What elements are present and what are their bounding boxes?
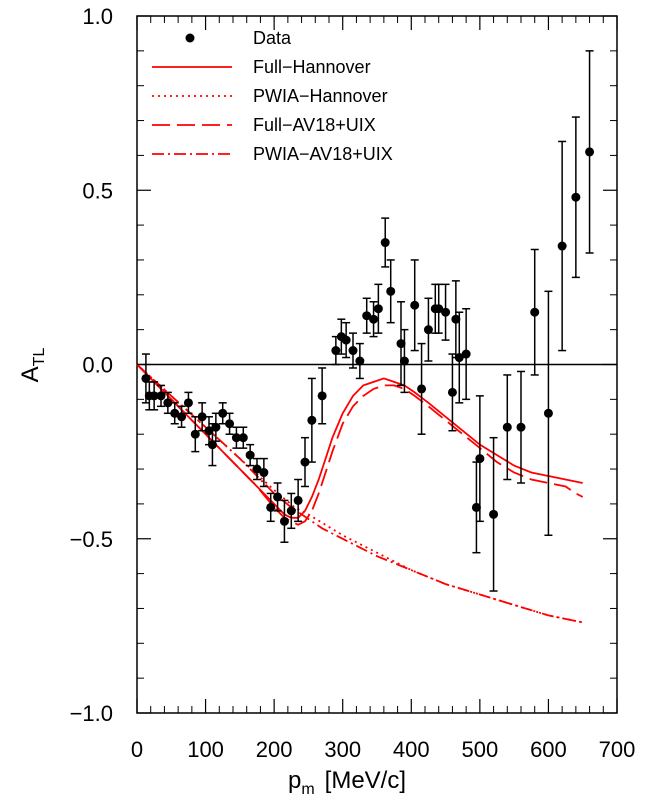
legend-label: PWIA−Hannover — [253, 86, 388, 106]
legend-label: PWIA−AV18+UIX — [253, 144, 393, 164]
x-tick-label: 500 — [461, 737, 498, 762]
legend: Data Full−Hannover PWIA−Hannover Full−AV18+… — [152, 28, 393, 164]
data-point — [399, 356, 409, 366]
x-tick-label: 200 — [256, 737, 293, 762]
data-point — [362, 311, 372, 321]
data-point — [410, 300, 420, 310]
y-axis-subscript: TL — [31, 348, 48, 367]
data-point — [434, 304, 444, 314]
curve-dashdot — [136, 363, 583, 624]
data-point — [341, 335, 351, 345]
svg-text:pm[MeV/c]: pm [MeV/c] — [288, 767, 406, 798]
data-point — [252, 464, 262, 474]
data-point — [571, 192, 581, 202]
data-point — [471, 502, 481, 512]
x-axis-subscript: m — [301, 781, 314, 798]
y-axis-title: ATL — [17, 348, 48, 383]
x-tick-label: 300 — [324, 737, 361, 762]
legend-marker — [185, 33, 195, 43]
curve-dashed — [136, 363, 584, 526]
model-curves — [136, 363, 584, 624]
x-tick-label: 700 — [599, 737, 636, 762]
data-point — [231, 433, 241, 443]
data-point — [245, 450, 255, 460]
data-point — [317, 391, 327, 401]
data-point — [156, 391, 166, 401]
data-point — [300, 457, 310, 467]
x-tick-label: 600 — [530, 737, 567, 762]
data-point — [273, 492, 283, 502]
data-point — [441, 307, 451, 317]
data-point — [543, 408, 553, 418]
data-point — [218, 408, 228, 418]
data-point — [307, 415, 317, 425]
data-point — [279, 516, 289, 526]
x-axis-symbol: p — [288, 767, 301, 794]
legend-label: Full−Hannover — [253, 57, 371, 77]
data-point — [238, 433, 248, 443]
data-point — [207, 440, 217, 450]
data-point — [373, 304, 383, 314]
y-tick-label: 1.0 — [82, 4, 113, 29]
data-point — [386, 286, 396, 296]
y-tick-label: 0.5 — [82, 178, 113, 203]
data-point — [183, 398, 193, 408]
data-point — [502, 422, 512, 432]
data-point — [348, 346, 358, 356]
data-point — [197, 412, 207, 422]
data-point — [293, 495, 303, 505]
svg-text:ATL: ATL — [17, 348, 48, 383]
axis-ticks: 0 100 200 300 400 500 600 700 −1.0 −0.5 0.0 0.5 1.0 — [70, 4, 636, 762]
data-point — [454, 353, 464, 363]
y-tick-label: −0.5 — [70, 527, 113, 552]
data-point — [331, 346, 341, 356]
legend-label: Data — [253, 28, 292, 48]
data-point — [475, 454, 485, 464]
x-axis-title: pm [MeV/c] — [288, 767, 406, 798]
x-tick-label: 100 — [187, 737, 224, 762]
y-axis-symbol: A — [17, 366, 44, 382]
data-point — [423, 325, 433, 335]
data-point — [266, 502, 276, 512]
data-point — [451, 314, 461, 324]
data-point — [190, 429, 200, 439]
data-point — [286, 506, 296, 516]
x-tick-label: 0 — [131, 737, 143, 762]
data-point — [211, 422, 221, 432]
data-point — [489, 509, 499, 519]
data-point — [396, 339, 406, 349]
legend-label: Full−AV18+UIX — [253, 115, 376, 135]
data-point — [369, 314, 379, 324]
x-axis-unit: [MeV/c] — [325, 767, 406, 794]
curve-solid — [136, 363, 583, 519]
y-tick-label: 0.0 — [82, 353, 113, 378]
data-points — [141, 50, 595, 592]
data-point — [380, 238, 390, 248]
y-tick-label: −1.0 — [70, 701, 113, 726]
data-point — [170, 408, 180, 418]
data-point — [259, 468, 269, 478]
data-point — [417, 384, 427, 394]
data-point — [163, 398, 173, 408]
data-point — [530, 307, 540, 317]
data-point — [447, 387, 457, 397]
data-point — [516, 422, 526, 432]
data-point — [225, 419, 235, 429]
data-point — [177, 412, 187, 422]
x-tick-label: 400 — [393, 737, 430, 762]
data-point — [141, 373, 151, 383]
plot-frame-group — [136, 15, 618, 714]
data-point — [204, 426, 214, 436]
data-point — [557, 241, 567, 251]
data-point — [461, 349, 471, 359]
data-point — [585, 147, 595, 157]
curve-dotted — [136, 363, 583, 624]
data-point — [149, 391, 159, 401]
data-point — [355, 356, 365, 366]
